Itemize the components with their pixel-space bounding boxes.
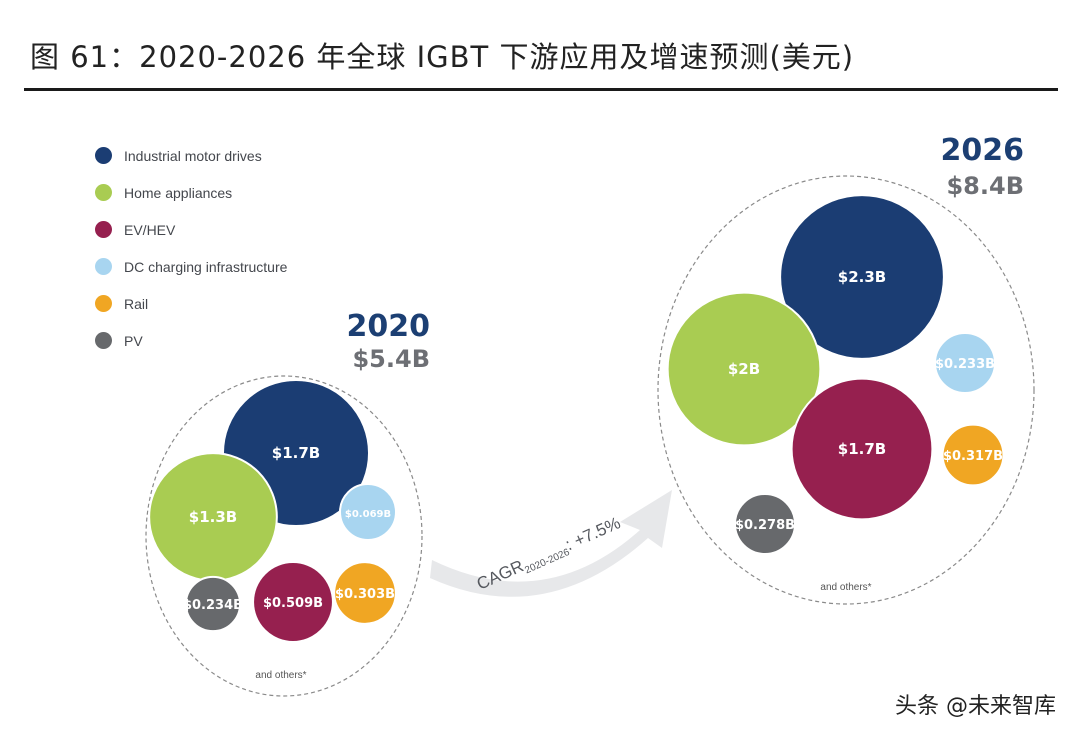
legend-swatch — [95, 221, 112, 238]
legend-item: Home appliances — [95, 174, 287, 211]
bubble-2020-rail — [333, 561, 397, 625]
legend-label: PV — [124, 332, 143, 349]
legend-swatch — [95, 147, 112, 164]
note-2020: and others* — [255, 670, 306, 681]
legend-item: DC charging infrastructure — [95, 248, 287, 285]
legend-label: Home appliances — [124, 184, 233, 201]
bubble-label-2020-industrial-motor-drives: $1.7B — [272, 444, 320, 462]
legend-item: PV — [95, 322, 287, 359]
bubble-label-2020-home-appliances: $1.3B — [189, 508, 237, 526]
bubble-label-2026-rail: $0.317B — [943, 449, 1003, 464]
bubble-label-2020-dc-charging-infrastructure: $0.069B — [345, 509, 391, 520]
enclosure-2020 — [145, 375, 423, 697]
bubble-2026-dc-charging-infrastructure — [934, 332, 996, 394]
total-2020: $5.4B — [352, 345, 430, 373]
legend-label: Rail — [124, 295, 149, 312]
legend-swatch — [95, 332, 112, 349]
bubble-2026-ev-hev — [790, 377, 934, 521]
legend-label: Industrial motor drives — [124, 147, 262, 164]
bubble-2026-rail — [941, 423, 1005, 487]
bubble-label-2020-pv: $0.234B — [183, 598, 243, 613]
legend-swatch — [95, 258, 112, 275]
total-2026: $8.4B — [946, 172, 1024, 200]
page-title: 图 61：2020-2026 年全球 IGBT 下游应用及增速预测(美元) — [30, 40, 855, 74]
cagr-label-sub: 2020-2026 — [523, 547, 572, 577]
bubble-2020-pv — [184, 575, 242, 633]
cagr-label-value: : +7.5% — [562, 513, 623, 554]
bubble-2020-dc-charging-infrastructure — [339, 483, 397, 541]
note-2026: and others* — [820, 582, 871, 593]
year-2020: 2020 — [346, 309, 431, 344]
bubble-label-2026-ev-hev: $1.7B — [838, 440, 886, 458]
bubbles-2026: $2.3B $2B $1.7B $0.317B $0.278B $0.233B — [666, 194, 1005, 555]
bubble-label-2026-pv: $0.278B — [735, 518, 795, 533]
enclosure-2026 — [657, 175, 1035, 605]
year-2026: 2026 — [940, 133, 1025, 168]
watermark: 头条 @未来智库 — [895, 694, 1056, 719]
legend-label: DC charging infrastructure — [124, 258, 288, 275]
legend-item: Industrial motor drives — [95, 137, 287, 174]
bubble-2026-home-appliances — [666, 291, 822, 447]
title-underline — [24, 88, 1058, 91]
legend-item: Rail — [95, 285, 287, 322]
bubble-label-2026-home-appliances: $2B — [728, 360, 760, 378]
bubbles-2020: $1.7B $1.3B $0.509B $0.303B $0.234B $0.069B — [148, 378, 397, 643]
legend-label: EV/HEV — [124, 221, 176, 238]
bubble-label-2020-ev-hev: $0.509B — [263, 596, 323, 611]
bubble-2026-pv — [734, 493, 796, 555]
bubble-2020-ev-hev — [252, 561, 334, 643]
bubble-label-2026-dc-charging-infrastructure: $0.233B — [935, 357, 995, 372]
cagr-arrow — [430, 490, 672, 597]
legend-swatch — [95, 184, 112, 201]
legend-item: EV/HEV — [95, 211, 287, 248]
legend: Industrial motor drives Home appliances … — [95, 137, 287, 359]
bubble-label-2026-industrial-motor-drives: $2.3B — [838, 268, 886, 286]
bubble-label-2020-rail: $0.303B — [335, 587, 395, 602]
bubble-2026-industrial-motor-drives — [779, 194, 945, 360]
legend-swatch — [95, 295, 112, 312]
